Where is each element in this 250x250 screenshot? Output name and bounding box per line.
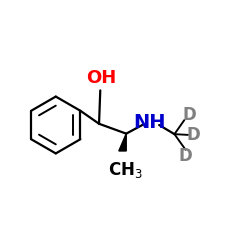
Text: D: D [186,126,200,144]
Text: D: D [182,106,196,124]
Text: CH$_3$: CH$_3$ [108,160,143,180]
Polygon shape [119,134,126,151]
Text: D: D [179,147,192,165]
Text: NH: NH [134,113,166,132]
Text: OH: OH [86,69,117,87]
